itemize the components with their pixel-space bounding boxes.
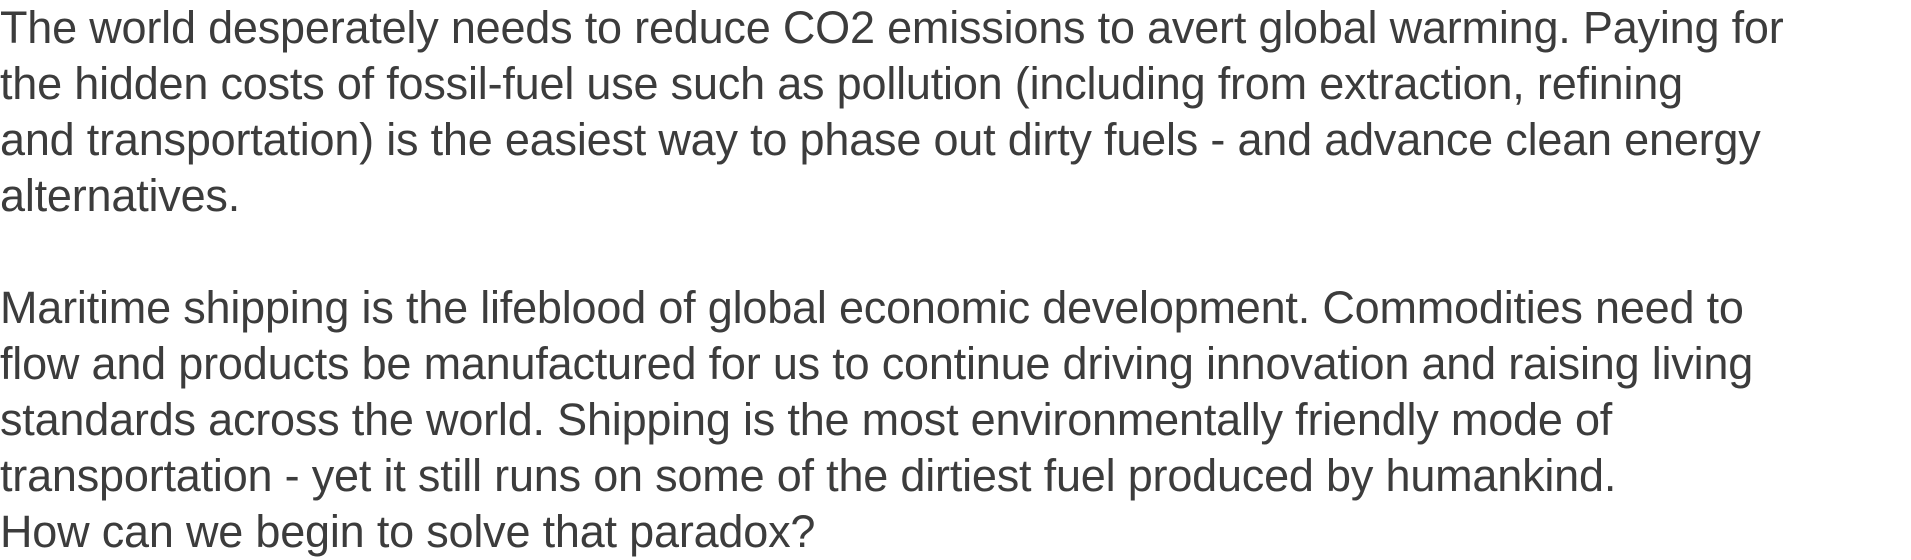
paragraph-line: the hidden costs of fossil-fuel use such… xyxy=(0,58,1683,109)
paragraph-line: How can we begin to solve that paradox? xyxy=(0,506,816,557)
paragraph-line: transportation - yet it still runs on so… xyxy=(0,450,1617,501)
paragraph-line: Maritime shipping is the lifeblood of gl… xyxy=(0,282,1744,333)
paragraph-line: alternatives. xyxy=(0,170,241,221)
paragraph-line: flow and products be manufactured for us… xyxy=(0,338,1754,389)
paragraph-maritime-shipping: Maritime shipping is the lifeblood of gl… xyxy=(0,280,1911,560)
paragraph-line: standards across the world. Shipping is … xyxy=(0,394,1613,445)
paragraph-line: and transportation) is the easiest way t… xyxy=(0,114,1761,165)
paragraph-line: The world desperately needs to reduce CO… xyxy=(0,2,1784,53)
paragraph-fossil-fuel-costs: The world desperately needs to reduce CO… xyxy=(0,0,1911,224)
